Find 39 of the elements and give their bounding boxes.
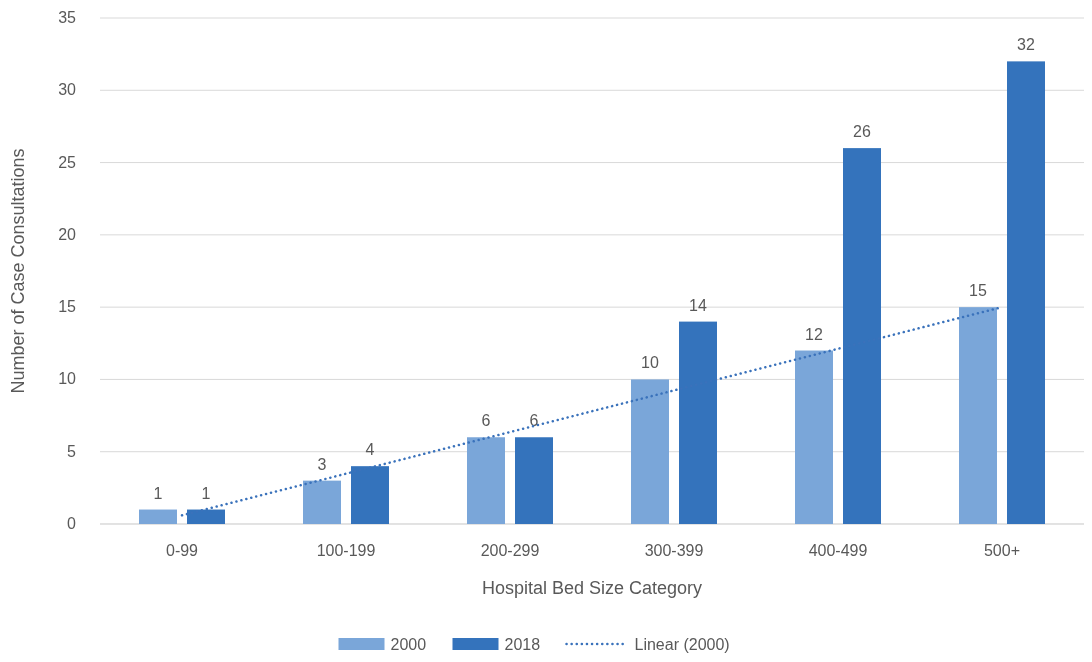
data-label: 15	[969, 282, 987, 300]
data-label: 1	[153, 484, 163, 502]
x-tick-label: 100-199	[316, 542, 376, 559]
bar	[1007, 61, 1045, 524]
legend-label: 2000	[390, 636, 427, 653]
bar	[467, 437, 505, 524]
data-label: 6	[481, 412, 491, 430]
bar	[515, 437, 553, 524]
y-tick-label: 15	[58, 298, 77, 316]
y-tick-label: 30	[58, 81, 77, 99]
y-tick-label: 25	[58, 153, 77, 171]
x-tick-label: 200-299	[480, 542, 540, 559]
bar	[303, 480, 341, 524]
data-label: 4	[365, 441, 375, 459]
data-label: 1	[201, 484, 211, 502]
bar	[631, 379, 669, 524]
bar	[139, 509, 177, 524]
legend-label: 2018	[504, 636, 541, 653]
x-axis-title: Hospital Bed Size Category	[481, 578, 703, 598]
data-label: 14	[689, 296, 707, 314]
bar	[959, 307, 997, 524]
x-tick-label: 300-399	[644, 542, 704, 559]
data-label: 12	[805, 325, 823, 343]
y-tick-label: 0	[67, 515, 77, 532]
data-label: 32	[1017, 36, 1035, 54]
x-tick-label: 500+	[983, 542, 1021, 559]
data-label: 3	[317, 455, 327, 473]
legend-label: Linear (2000)	[634, 636, 730, 653]
data-label: 26	[853, 123, 871, 141]
y-tick-label: 20	[58, 225, 77, 243]
x-tick-label: 400-499	[808, 542, 868, 559]
y-tick-label: 35	[58, 9, 77, 26]
y-tick-label: 10	[58, 370, 77, 388]
data-label: 6	[529, 412, 539, 430]
data-label: 10	[641, 354, 659, 372]
y-axis-title: Number of Case Consultations	[8, 148, 28, 394]
x-tick-label: 0-99	[165, 542, 199, 559]
bar	[795, 350, 833, 524]
y-tick-label: 5	[67, 442, 77, 460]
